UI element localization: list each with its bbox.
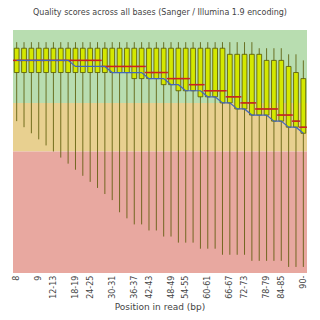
svg-text:8: 8 [12,276,21,281]
svg-text:84-85: 84-85 [277,276,286,299]
svg-text:60-61: 60-61 [203,276,212,299]
svg-text:Quality scores across all base: Quality scores across all bases (Sanger … [33,8,287,17]
svg-text:78-79: 78-79 [262,276,271,299]
svg-text:9: 9 [34,276,43,281]
svg-text:90-: 90- [299,275,308,288]
svg-text:54-55: 54-55 [181,276,190,299]
svg-text:48-49: 48-49 [167,276,176,299]
svg-text:18-19: 18-19 [71,276,80,299]
svg-text:12-13: 12-13 [49,276,58,299]
svg-text:Position in read (bp): Position in read (bp) [115,302,206,312]
svg-text:42-43: 42-43 [145,276,154,299]
svg-text:30-31: 30-31 [108,276,117,299]
svg-text:66-67: 66-67 [225,276,234,299]
svg-text:24-25: 24-25 [86,276,95,299]
svg-text:72-73: 72-73 [240,276,249,299]
svg-text:36-37: 36-37 [130,276,139,299]
